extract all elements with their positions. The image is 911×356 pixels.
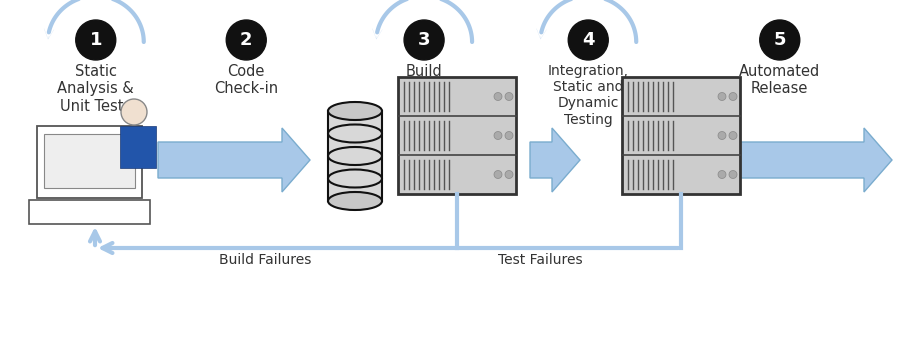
Circle shape — [728, 131, 736, 140]
Circle shape — [728, 93, 736, 100]
Circle shape — [121, 99, 147, 125]
Text: Integration,
Static and
Dynamic
Testing: Integration, Static and Dynamic Testing — [548, 64, 628, 127]
Circle shape — [404, 20, 444, 60]
Circle shape — [494, 171, 501, 178]
FancyBboxPatch shape — [44, 134, 135, 188]
Circle shape — [505, 131, 512, 140]
FancyBboxPatch shape — [37, 126, 142, 198]
Circle shape — [505, 171, 512, 178]
Text: Build Failures: Build Failures — [219, 253, 311, 267]
Text: 2: 2 — [240, 31, 252, 49]
Text: 4: 4 — [581, 31, 594, 49]
Polygon shape — [737, 128, 891, 192]
Circle shape — [717, 93, 725, 100]
FancyBboxPatch shape — [29, 200, 149, 224]
Circle shape — [505, 93, 512, 100]
Text: Code
Check-in: Code Check-in — [214, 64, 278, 96]
Bar — [328, 111, 382, 201]
Polygon shape — [529, 128, 579, 192]
Circle shape — [568, 20, 608, 60]
Circle shape — [759, 20, 799, 60]
Circle shape — [717, 171, 725, 178]
Text: Build: Build — [405, 64, 442, 79]
Circle shape — [494, 131, 501, 140]
Circle shape — [76, 20, 116, 60]
Text: Static
Analysis &
Unit Tests: Static Analysis & Unit Tests — [57, 64, 134, 114]
Circle shape — [728, 171, 736, 178]
Polygon shape — [120, 126, 156, 168]
Text: 5: 5 — [773, 31, 785, 49]
Text: 1: 1 — [89, 31, 102, 49]
Polygon shape — [158, 128, 310, 192]
Circle shape — [226, 20, 266, 60]
Circle shape — [717, 131, 725, 140]
Text: Automated
Release: Automated Release — [738, 64, 820, 96]
FancyBboxPatch shape — [621, 77, 739, 194]
Ellipse shape — [328, 192, 382, 210]
Circle shape — [494, 93, 501, 100]
Text: 3: 3 — [417, 31, 430, 49]
Ellipse shape — [328, 102, 382, 120]
Text: Test Failures: Test Failures — [497, 253, 582, 267]
FancyBboxPatch shape — [397, 77, 516, 194]
